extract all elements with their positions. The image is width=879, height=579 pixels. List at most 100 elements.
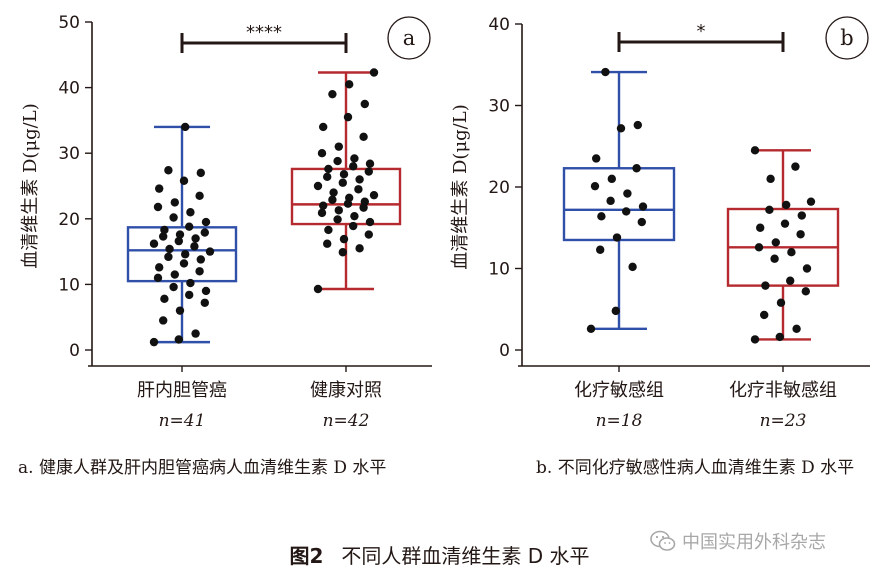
data-point bbox=[329, 188, 338, 197]
data-point bbox=[355, 175, 364, 184]
data-point bbox=[174, 335, 183, 344]
data-point bbox=[338, 248, 347, 257]
figure-title: 图2 不同人群血清维生素 D 水平 bbox=[0, 540, 879, 569]
data-point bbox=[776, 298, 786, 307]
data-point bbox=[159, 316, 168, 325]
data-point bbox=[334, 206, 343, 215]
panel-label: a bbox=[403, 26, 416, 50]
data-point bbox=[616, 124, 626, 133]
data-point bbox=[179, 259, 189, 268]
data-point bbox=[364, 230, 373, 239]
n-label: n=23 bbox=[760, 411, 807, 431]
data-point bbox=[313, 181, 323, 191]
data-point bbox=[339, 169, 349, 179]
data-point bbox=[360, 99, 369, 109]
data-point bbox=[153, 273, 163, 283]
data-point bbox=[770, 254, 779, 263]
data-point bbox=[324, 164, 333, 174]
data-point bbox=[195, 267, 204, 276]
data-point bbox=[338, 178, 347, 187]
data-point bbox=[328, 195, 337, 204]
data-point bbox=[191, 234, 200, 243]
data-point bbox=[750, 335, 760, 344]
data-point bbox=[170, 270, 179, 279]
data-point bbox=[359, 132, 368, 141]
x-tick-label: 化疗非敏感组 bbox=[729, 380, 837, 401]
data-point bbox=[160, 294, 169, 304]
y-tick-label: 30 bbox=[488, 97, 510, 117]
data-point bbox=[607, 174, 616, 184]
data-point bbox=[780, 219, 790, 228]
data-point bbox=[323, 172, 332, 182]
data-point bbox=[806, 197, 816, 206]
data-point bbox=[334, 142, 343, 151]
data-point bbox=[592, 154, 601, 163]
y-tick-label: 50 bbox=[58, 13, 80, 33]
panel-label: b bbox=[840, 26, 853, 50]
data-point bbox=[179, 176, 189, 185]
data-point bbox=[181, 122, 190, 132]
data-point bbox=[364, 167, 373, 176]
data-point bbox=[760, 310, 769, 320]
data-point bbox=[750, 146, 760, 155]
data-point bbox=[319, 201, 328, 210]
data-point bbox=[782, 200, 791, 210]
data-point bbox=[164, 252, 173, 262]
data-point bbox=[787, 248, 796, 257]
data-point bbox=[323, 239, 332, 248]
data-point bbox=[155, 263, 164, 272]
data-point bbox=[596, 245, 605, 254]
data-point bbox=[319, 122, 328, 132]
data-point bbox=[622, 207, 631, 216]
y-axis-label: 血清维生素 D(μg/L) bbox=[450, 104, 471, 269]
figure-title-text: 不同人群血清维生素 D 水平 bbox=[341, 544, 590, 568]
figure-number: 图2 bbox=[289, 544, 324, 568]
y-tick-label: 10 bbox=[58, 275, 80, 295]
y-tick-label: 0 bbox=[499, 341, 510, 361]
data-point bbox=[771, 238, 780, 247]
data-point bbox=[169, 282, 178, 292]
data-point bbox=[205, 247, 215, 256]
data-point bbox=[628, 262, 637, 272]
y-tick-label: 0 bbox=[69, 341, 80, 361]
data-point bbox=[590, 181, 600, 191]
data-point bbox=[632, 164, 641, 173]
data-point bbox=[369, 68, 379, 77]
data-point bbox=[170, 198, 179, 207]
watermark-text: 中国实用外科杂志 bbox=[682, 532, 826, 553]
data-point bbox=[633, 120, 642, 130]
significance-label: **** bbox=[246, 22, 282, 43]
data-point bbox=[638, 202, 648, 211]
data-point bbox=[597, 212, 606, 221]
data-point bbox=[343, 112, 353, 122]
data-point bbox=[786, 276, 795, 285]
data-point bbox=[611, 306, 620, 316]
data-point bbox=[196, 255, 205, 264]
data-point bbox=[201, 217, 211, 227]
data-point bbox=[196, 168, 205, 178]
n-label: n=42 bbox=[323, 411, 370, 431]
data-point bbox=[339, 234, 349, 244]
data-point bbox=[802, 264, 812, 273]
data-point bbox=[801, 287, 810, 296]
data-point bbox=[333, 156, 342, 166]
x-tick-label: 肝内胆管癌 bbox=[137, 380, 227, 401]
data-point bbox=[792, 324, 801, 334]
data-point bbox=[149, 337, 159, 347]
data-point bbox=[201, 286, 211, 296]
data-point bbox=[756, 223, 765, 232]
data-point bbox=[791, 162, 800, 171]
data-point bbox=[317, 149, 327, 158]
n-label: n=18 bbox=[596, 411, 643, 431]
data-point bbox=[349, 162, 358, 171]
data-point bbox=[317, 208, 327, 218]
data-point bbox=[797, 211, 806, 220]
data-point bbox=[612, 233, 622, 242]
data-point bbox=[754, 243, 764, 252]
data-point bbox=[775, 332, 784, 342]
data-point bbox=[200, 228, 209, 237]
significance-label: * bbox=[697, 21, 706, 42]
data-point bbox=[185, 222, 194, 231]
data-point bbox=[623, 189, 632, 198]
data-point bbox=[601, 67, 610, 77]
